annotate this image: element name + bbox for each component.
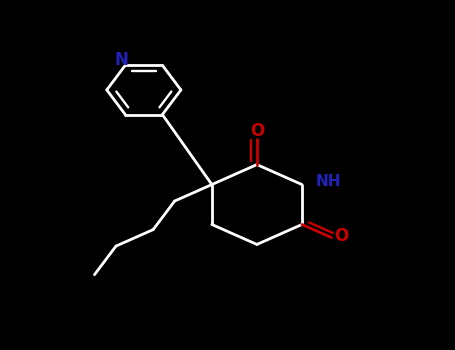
Text: O: O [250,122,264,140]
Text: N: N [115,51,129,69]
Text: NH: NH [315,174,341,189]
Text: O: O [334,227,349,245]
